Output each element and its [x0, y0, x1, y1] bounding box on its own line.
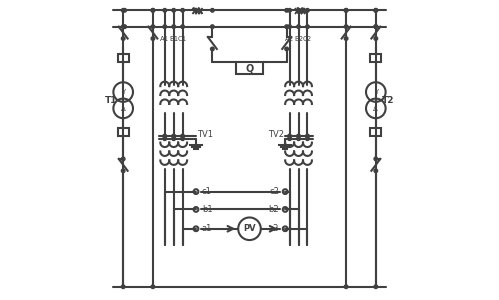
- Circle shape: [211, 8, 214, 12]
- Text: Y: Y: [374, 89, 378, 95]
- Circle shape: [151, 8, 155, 12]
- Circle shape: [306, 25, 309, 28]
- Circle shape: [285, 25, 288, 28]
- Circle shape: [121, 169, 125, 172]
- Text: b1: b1: [202, 205, 213, 214]
- Circle shape: [121, 285, 125, 289]
- Circle shape: [172, 134, 176, 138]
- Circle shape: [151, 25, 155, 28]
- Circle shape: [344, 37, 348, 40]
- Circle shape: [211, 25, 214, 28]
- Circle shape: [306, 8, 309, 12]
- Circle shape: [151, 285, 155, 289]
- Circle shape: [151, 8, 155, 12]
- Circle shape: [123, 25, 126, 28]
- Text: c2: c2: [269, 187, 279, 196]
- Text: TV1: TV1: [198, 130, 214, 139]
- Text: Q: Q: [246, 63, 253, 73]
- Circle shape: [297, 25, 300, 28]
- Circle shape: [288, 137, 291, 140]
- Text: B2: B2: [294, 35, 303, 41]
- Text: T2: T2: [382, 96, 395, 105]
- Text: A2: A2: [285, 35, 294, 41]
- Circle shape: [297, 137, 300, 140]
- Circle shape: [288, 8, 291, 12]
- Bar: [118, 54, 129, 62]
- Circle shape: [374, 37, 378, 40]
- Circle shape: [163, 8, 167, 12]
- Bar: [370, 54, 381, 62]
- Text: $\Delta$: $\Delta$: [120, 104, 127, 113]
- Circle shape: [163, 137, 167, 140]
- Circle shape: [344, 8, 348, 12]
- Text: c1: c1: [202, 187, 212, 196]
- Circle shape: [121, 25, 125, 28]
- Text: a2: a2: [269, 224, 279, 233]
- Circle shape: [374, 157, 378, 161]
- Circle shape: [297, 134, 300, 138]
- Circle shape: [121, 157, 125, 161]
- Circle shape: [181, 25, 185, 28]
- Circle shape: [285, 47, 288, 51]
- Circle shape: [181, 134, 185, 138]
- Circle shape: [163, 134, 167, 138]
- Text: $\Delta$: $\Delta$: [372, 104, 379, 113]
- Circle shape: [306, 134, 309, 138]
- Circle shape: [306, 137, 309, 140]
- Circle shape: [151, 37, 155, 40]
- Circle shape: [123, 8, 126, 12]
- Circle shape: [121, 37, 125, 40]
- Circle shape: [172, 137, 176, 140]
- Circle shape: [163, 25, 167, 28]
- Circle shape: [374, 25, 378, 28]
- Bar: [118, 128, 129, 136]
- Circle shape: [374, 169, 378, 172]
- Circle shape: [344, 25, 348, 28]
- Circle shape: [288, 134, 291, 138]
- Text: b2: b2: [268, 205, 279, 214]
- Text: A1: A1: [160, 35, 170, 41]
- Circle shape: [172, 8, 176, 12]
- Text: PV: PV: [243, 224, 256, 233]
- Circle shape: [285, 8, 288, 12]
- Circle shape: [374, 8, 378, 12]
- Text: Y: Y: [121, 89, 125, 95]
- Circle shape: [121, 8, 125, 12]
- Bar: [236, 62, 263, 74]
- Circle shape: [344, 8, 348, 12]
- Text: C2: C2: [303, 35, 312, 41]
- Circle shape: [374, 25, 378, 28]
- Text: T1: T1: [104, 96, 117, 105]
- Circle shape: [172, 25, 176, 28]
- Circle shape: [211, 47, 214, 51]
- Text: C1: C1: [178, 35, 187, 41]
- Circle shape: [374, 285, 378, 289]
- Circle shape: [344, 285, 348, 289]
- Bar: [370, 128, 381, 136]
- Circle shape: [374, 8, 378, 12]
- Circle shape: [288, 25, 291, 28]
- Text: TV2: TV2: [267, 130, 283, 139]
- Circle shape: [181, 8, 185, 12]
- Text: a1: a1: [202, 224, 212, 233]
- Text: B1: B1: [169, 35, 178, 41]
- Circle shape: [181, 137, 185, 140]
- Circle shape: [297, 8, 300, 12]
